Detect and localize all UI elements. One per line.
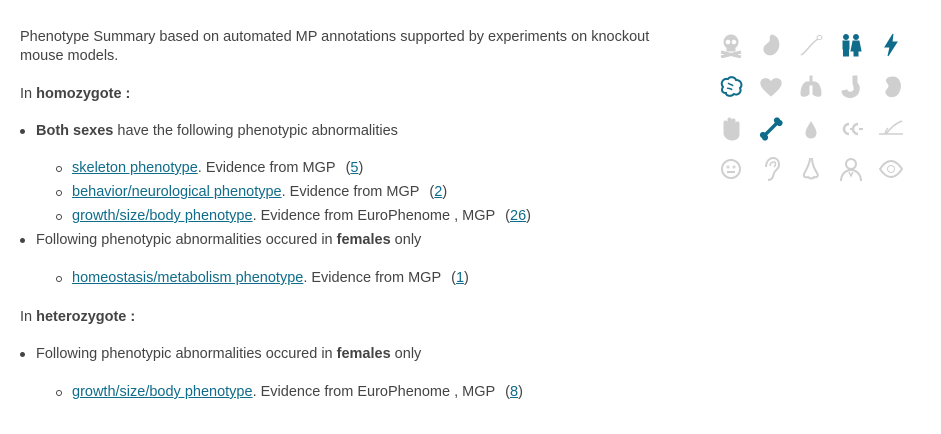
phenotype-term-link[interactable]: growth/size/body phenotype [72,208,253,224]
count-close: ) [518,384,523,400]
count-link[interactable]: 1 [455,270,465,286]
females-suffix: only [390,346,422,362]
face-icon[interactable] [716,154,746,184]
summary-intro: Phenotype Summary based on automated MP … [20,29,650,64]
both-sexes-bold: Both sexes [36,123,114,139]
count-link[interactable]: 5 [350,160,359,176]
cells-icon[interactable] [836,114,866,144]
evidence-text: . Evidence from MGP [303,270,442,286]
count-link[interactable]: 26 [510,208,527,224]
evidence-text: . Evidence from EuroPhenome , MGP [252,208,496,224]
people-icon[interactable] [836,30,866,60]
heterozygote-prefix: In [20,309,37,325]
drop-icon[interactable] [796,114,826,144]
phenotype-term-link[interactable]: homeostasis/metabolism phenotype [72,270,304,286]
heterozygote-label: heterozygote : [36,309,136,325]
embryo-icon[interactable] [756,30,786,60]
females-bold: females [336,232,391,248]
count-open: ( [345,160,351,176]
skull-crossbones-icon[interactable] [716,30,746,60]
phenotype-term-link[interactable]: skeleton phenotype [72,160,198,176]
heart-icon[interactable] [756,72,786,102]
count-link[interactable]: 2 [434,184,443,200]
eye-icon[interactable] [876,154,906,184]
count-open: ( [451,270,456,286]
count-close: ) [464,270,469,286]
ear-icon[interactable] [756,154,786,184]
lungs-icon[interactable] [796,72,826,102]
count-link[interactable]: 8 [510,384,519,400]
females-prefix: Following phenotypic abnormalities occur… [36,232,337,248]
evidence-text: . Evidence from MGP [281,184,420,200]
homozygote-label: homozygote : [36,86,131,102]
heterozygote-heading: In heterozygote : [20,309,135,325]
count-open: ( [429,184,435,200]
females-bold: females [336,346,391,362]
evidence-text: . Evidence from EuroPhenome , MGP [252,384,496,400]
hair-icon[interactable] [876,114,906,144]
sperm-icon[interactable] [796,30,826,60]
person-icon[interactable] [836,154,866,184]
count-close: ) [358,160,364,176]
homozygote-heading: In homozygote : [20,86,130,102]
phenotype-term-link[interactable]: growth/size/body phenotype [72,384,253,400]
count-open: ( [505,208,510,224]
count-open: ( [505,384,510,400]
both-sexes-text: have the following phenotypic abnormalit… [113,123,398,139]
females-prefix: Following phenotypic abnormalities occur… [36,346,337,362]
kidney-icon[interactable] [876,72,906,102]
hand-icon[interactable] [716,114,746,144]
brain-icon[interactable] [716,72,746,102]
count-close: ) [442,184,448,200]
phenotype-summary: Phenotype Summary based on automated MP … [20,28,690,400]
nose-icon[interactable] [796,154,826,184]
count-close: ) [526,208,531,224]
evidence-text: . Evidence from MGP [197,160,336,176]
females-suffix: only [390,232,422,248]
homozygote-prefix: In [20,86,37,102]
phenotype-term-link[interactable]: behavior/neurological phenotype [72,184,282,200]
lightning-icon[interactable] [876,30,906,60]
stomach-icon[interactable] [836,72,866,102]
bone-icon[interactable] [756,114,786,144]
